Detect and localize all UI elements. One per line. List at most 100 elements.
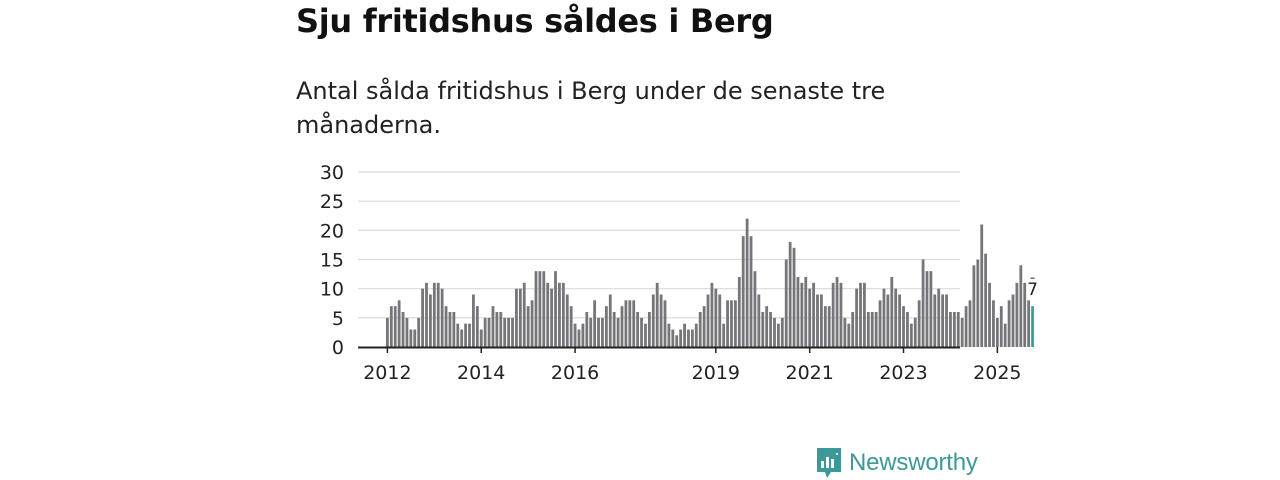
bar (683, 323, 686, 347)
x-tick-label: 2019 (692, 362, 740, 384)
x-tick-label: 2012 (363, 362, 411, 384)
x-axis: 2012 2014 2016 2019 2021 2023 2025 (358, 346, 1022, 384)
bar (495, 312, 499, 347)
bar (960, 317, 964, 347)
bar (800, 282, 804, 347)
bar (784, 259, 788, 347)
bar (718, 294, 722, 347)
bar (522, 282, 526, 347)
bar (640, 317, 643, 347)
x-tick-label: 2014 (457, 362, 505, 384)
bar (569, 306, 573, 347)
x-tick-label: 2025 (973, 362, 1021, 384)
bar (628, 300, 632, 347)
bar (956, 312, 960, 347)
bar (976, 259, 980, 347)
bar (554, 271, 557, 347)
bar (636, 312, 640, 347)
annotations: 7 (1027, 277, 1038, 300)
y-axis-tick-labels: 0 5 10 15 20 25 30 (320, 162, 344, 359)
bar (714, 288, 718, 347)
bar (949, 312, 952, 347)
bar (917, 300, 921, 347)
bar (851, 312, 855, 347)
bar (444, 306, 448, 347)
bar (733, 300, 737, 347)
bar (581, 323, 585, 347)
bar (456, 323, 460, 347)
bar (546, 282, 550, 347)
x-tick-label: 2021 (786, 362, 834, 384)
y-tick-label: 10 (320, 279, 344, 301)
bar (538, 271, 542, 347)
bar (499, 312, 503, 347)
bar (487, 317, 491, 347)
bar (820, 294, 823, 347)
bar (980, 224, 984, 347)
bar (675, 335, 679, 347)
bar (761, 312, 765, 347)
bar (687, 329, 690, 347)
bar (515, 288, 518, 347)
bar (518, 288, 522, 347)
bar (417, 317, 421, 347)
bar (870, 312, 874, 347)
bar (647, 312, 651, 347)
bar (780, 317, 784, 347)
bar (655, 282, 659, 347)
bar (726, 300, 729, 347)
bar (397, 300, 401, 347)
bar (413, 329, 417, 347)
bar (816, 294, 819, 347)
bar (1007, 300, 1011, 347)
bar (706, 294, 710, 347)
bar (690, 329, 694, 347)
bar (597, 317, 600, 347)
bar (968, 300, 972, 347)
bar (503, 317, 507, 347)
bar (507, 317, 511, 347)
bar (835, 277, 839, 347)
bar (992, 300, 995, 347)
bar (757, 294, 761, 347)
bar (773, 317, 776, 347)
newsworthy-logo[interactable]: Newsworthy (815, 446, 978, 480)
bar (749, 236, 753, 347)
bar (894, 288, 898, 347)
bar (530, 300, 534, 347)
bar (937, 288, 941, 347)
bar (511, 317, 514, 347)
bar (988, 282, 991, 347)
bar (710, 282, 714, 347)
bar (886, 294, 890, 347)
bar (906, 312, 909, 347)
bar (698, 312, 702, 347)
bar (753, 271, 757, 347)
bar (409, 329, 413, 347)
bar (601, 317, 604, 347)
bar (796, 277, 800, 347)
bar (694, 323, 698, 347)
bar (671, 329, 675, 347)
chart-subtitle: Antal sålda fritidshus i Berg under de s… (296, 77, 886, 139)
bar (589, 317, 593, 347)
y-tick-label: 25 (320, 191, 344, 213)
y-tick-label: 30 (320, 162, 344, 184)
last-value-label: 7 (1027, 280, 1038, 300)
bar (792, 247, 796, 347)
bar (612, 312, 616, 347)
bar (421, 288, 424, 347)
bar (1011, 294, 1015, 347)
bar (788, 242, 792, 347)
bar (593, 300, 597, 347)
newsworthy-logo-icon (817, 448, 841, 478)
bar (620, 306, 624, 347)
y-tick-label: 0 (332, 337, 344, 359)
bar (890, 277, 894, 347)
bar (1023, 282, 1027, 347)
bar (534, 271, 538, 347)
bar (737, 277, 741, 347)
bar (386, 317, 389, 347)
bar (859, 282, 862, 347)
